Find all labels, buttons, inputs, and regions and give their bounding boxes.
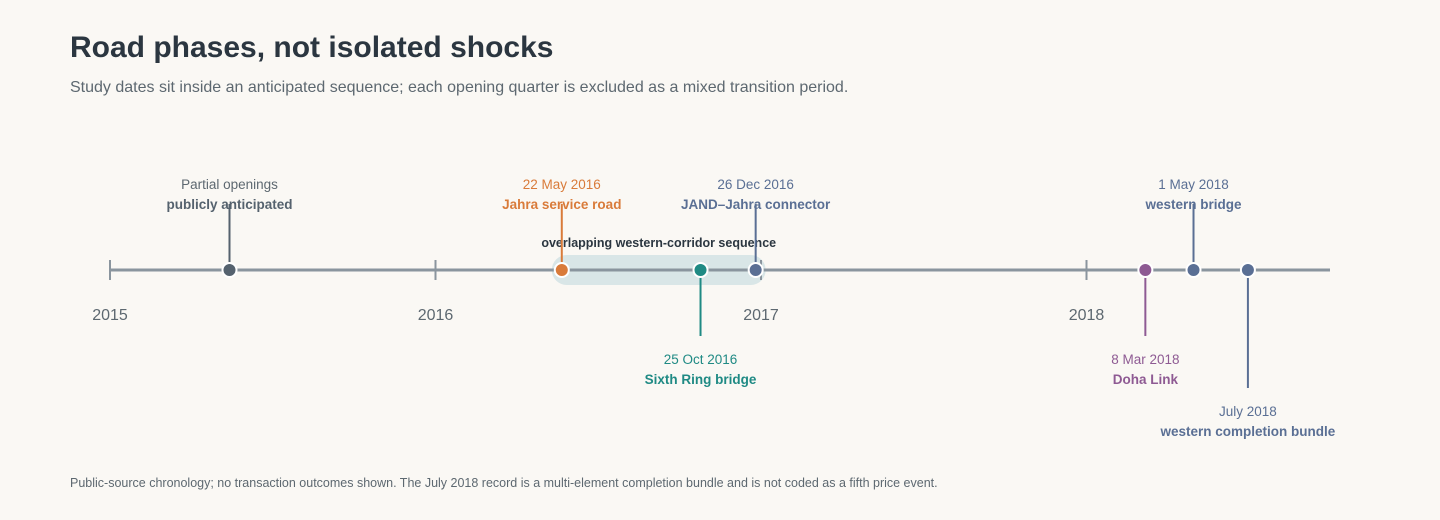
event-marker-jahra	[553, 262, 570, 278]
year-tick-label: 2015	[92, 307, 128, 324]
event-label-partial: publicly anticipated	[166, 197, 292, 212]
footnote: Public-source chronology; no transaction…	[70, 476, 938, 490]
event-date-july: July 2018	[1219, 404, 1277, 419]
sequence-span-label: overlapping western-corridor sequence	[541, 236, 776, 250]
page-title: Road phases, not isolated shocks	[70, 31, 554, 64]
event-marker-july	[1239, 262, 1256, 278]
event-date-sixth: 25 Oct 2016	[664, 352, 738, 367]
event-label-jand: JAND–Jahra connector	[681, 197, 831, 212]
event-date-doha: 8 Mar 2018	[1111, 352, 1179, 367]
event-marker-doha	[1137, 262, 1154, 278]
event-label-sixth: Sixth Ring bridge	[645, 372, 757, 387]
year-tick-label: 2018	[1069, 307, 1105, 324]
event-date-jand: 26 Dec 2016	[717, 177, 794, 192]
event-marker-western	[1185, 262, 1202, 278]
event-marker-jand	[747, 262, 764, 278]
event-marker-sixth	[692, 262, 709, 278]
event-date-jahra: 22 May 2016	[523, 177, 601, 192]
event-marker-partial	[221, 262, 238, 278]
page-subtitle: Study dates sit inside an anticipated se…	[70, 79, 849, 96]
event-label-western: western bridge	[1144, 197, 1242, 212]
event-label-jahra: Jahra service road	[502, 197, 621, 212]
event-label-doha: Doha Link	[1113, 372, 1179, 387]
event-date-western: 1 May 2018	[1158, 177, 1229, 192]
year-tick-label: 2016	[418, 307, 454, 324]
event-date-partial: Partial openings	[181, 177, 278, 192]
event-label-july: western completion bundle	[1160, 424, 1336, 439]
year-tick-label: 2017	[743, 307, 779, 324]
